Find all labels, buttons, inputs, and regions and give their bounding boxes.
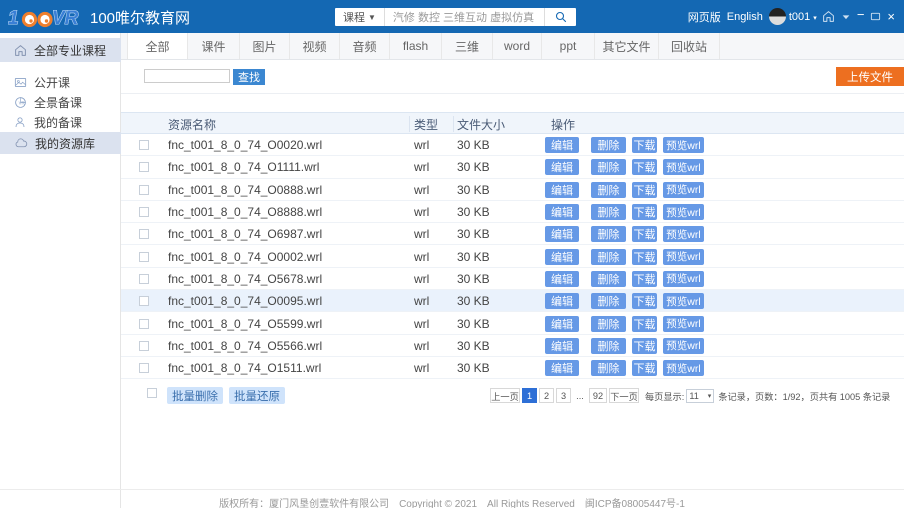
svg-text:VR: VR	[19, 100, 25, 105]
svg-text:VR: VR	[52, 8, 79, 28]
svg-text:1: 1	[8, 8, 19, 28]
